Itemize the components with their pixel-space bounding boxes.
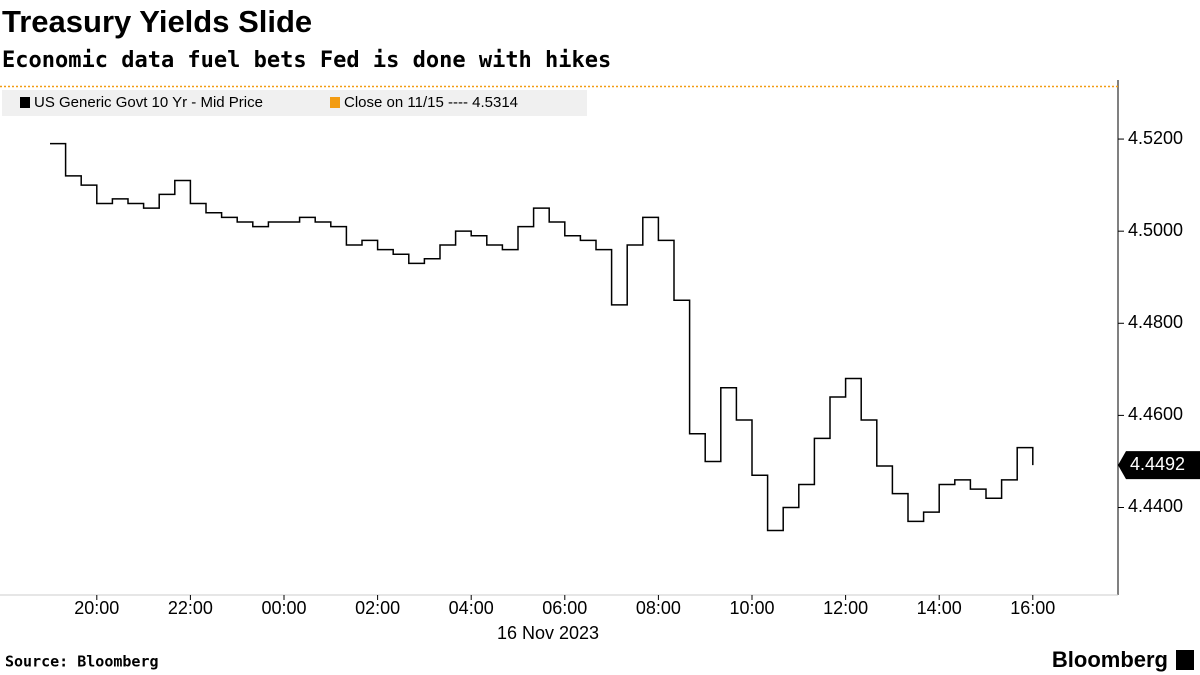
last-value-tag xyxy=(1118,451,1200,480)
x-tick-label: 14:00 xyxy=(917,598,962,618)
x-tick-label: 08:00 xyxy=(636,598,681,618)
x-tick-label: 12:00 xyxy=(823,598,868,618)
source: Source: Bloomberg xyxy=(5,653,159,671)
x-tick-label: 10:00 xyxy=(729,598,774,618)
chart-subtitle: Economic data fuel bets Fed is done with… xyxy=(2,48,611,73)
series-line xyxy=(50,142,1034,532)
x-axis-label: 16 Nov 2023 xyxy=(497,623,599,643)
last-value-label: 4.4492 xyxy=(1130,454,1185,474)
y-tick-label: 4.5000 xyxy=(1128,220,1183,240)
x-tick-label: 20:00 xyxy=(74,598,119,618)
chart-title: Treasury Yields Slide xyxy=(2,4,312,39)
x-tick-label: 00:00 xyxy=(261,598,306,618)
legend-swatch xyxy=(330,97,340,108)
legend-label: US Generic Govt 10 Yr - Mid Price xyxy=(34,94,263,111)
legend-label: Close on 11/15 ---- xyxy=(344,94,468,111)
x-tick-label: 06:00 xyxy=(542,598,587,618)
x-tick-label: 22:00 xyxy=(168,598,213,618)
legend-label: Close on 11/15 ---- 4.5314 xyxy=(344,94,518,111)
legend-swatch xyxy=(20,97,30,108)
x-tick-label: 04:00 xyxy=(449,598,494,618)
y-tick-label: 4.5200 xyxy=(1128,128,1183,148)
logo: Bloomberg xyxy=(1052,647,1168,672)
y-tick-label: 4.4400 xyxy=(1128,496,1183,516)
legend-box xyxy=(2,90,587,116)
logo-icon xyxy=(1176,650,1194,670)
y-tick-label: 4.4600 xyxy=(1128,404,1183,424)
y-tick-label: 4.4800 xyxy=(1128,312,1183,332)
x-tick-label: 02:00 xyxy=(355,598,400,618)
x-tick-label: 16:00 xyxy=(1010,598,1055,618)
legend-value: 4.5314 xyxy=(472,94,518,111)
